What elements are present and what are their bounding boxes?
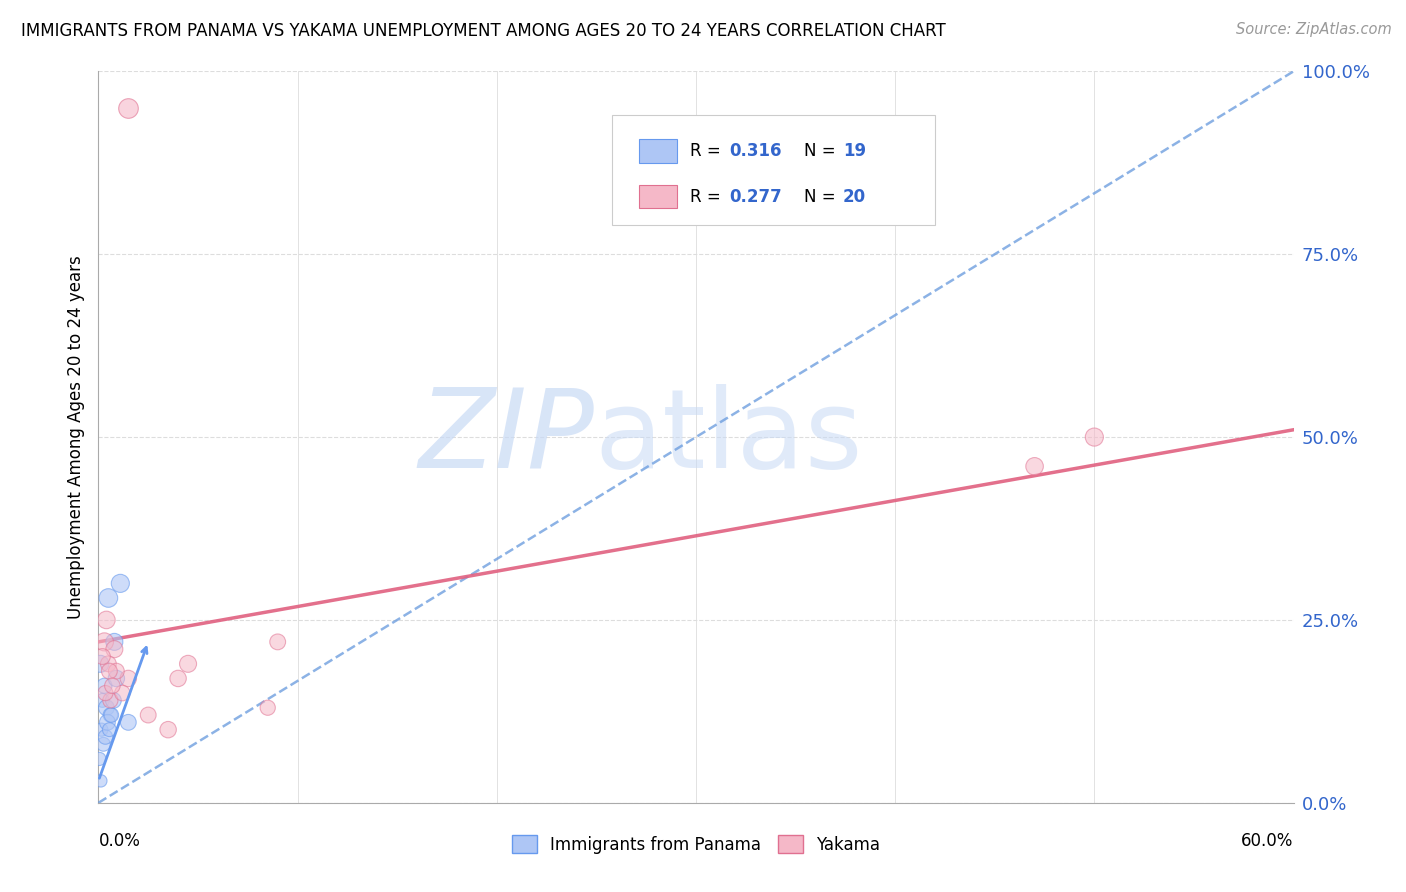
Point bbox=[256, 700, 278, 714]
Bar bbox=[638, 185, 676, 209]
Point bbox=[89, 752, 111, 766]
Point bbox=[91, 649, 114, 664]
Point bbox=[93, 679, 115, 693]
Point bbox=[91, 693, 114, 707]
Text: 0.277: 0.277 bbox=[730, 187, 782, 206]
Point bbox=[1024, 459, 1046, 474]
Text: 0.316: 0.316 bbox=[730, 142, 782, 160]
Point bbox=[110, 576, 132, 591]
Text: 19: 19 bbox=[844, 142, 866, 160]
Point bbox=[103, 693, 125, 707]
Point bbox=[117, 101, 139, 115]
Point bbox=[98, 723, 121, 737]
Text: ZIP: ZIP bbox=[419, 384, 595, 491]
Text: R =: R = bbox=[690, 142, 725, 160]
Point bbox=[96, 715, 118, 730]
Point bbox=[98, 664, 121, 678]
Point bbox=[101, 679, 124, 693]
Text: Source: ZipAtlas.com: Source: ZipAtlas.com bbox=[1236, 22, 1392, 37]
Bar bbox=[638, 139, 676, 163]
Point bbox=[167, 672, 190, 686]
Text: R =: R = bbox=[690, 187, 725, 206]
Point bbox=[103, 642, 125, 657]
Text: N =: N = bbox=[804, 187, 841, 206]
Point bbox=[89, 657, 111, 671]
Point bbox=[97, 591, 120, 605]
Point bbox=[93, 737, 115, 751]
Point bbox=[177, 657, 200, 671]
Point bbox=[267, 635, 290, 649]
Point bbox=[103, 635, 125, 649]
Point bbox=[90, 773, 112, 788]
Point bbox=[157, 723, 180, 737]
Point bbox=[90, 723, 112, 737]
Point bbox=[105, 672, 128, 686]
Point bbox=[136, 708, 159, 723]
Point bbox=[100, 708, 122, 723]
Text: atlas: atlas bbox=[595, 384, 863, 491]
Y-axis label: Unemployment Among Ages 20 to 24 years: Unemployment Among Ages 20 to 24 years bbox=[66, 255, 84, 619]
Point bbox=[96, 700, 118, 714]
Point bbox=[98, 693, 122, 707]
Text: IMMIGRANTS FROM PANAMA VS YAKAMA UNEMPLOYMENT AMONG AGES 20 TO 24 YEARS CORRELAT: IMMIGRANTS FROM PANAMA VS YAKAMA UNEMPLO… bbox=[21, 22, 946, 40]
Point bbox=[1083, 430, 1105, 444]
Point bbox=[94, 730, 117, 744]
Point bbox=[94, 686, 117, 700]
Point bbox=[98, 708, 122, 723]
Point bbox=[117, 715, 139, 730]
Legend: Immigrants from Panama, Yakama: Immigrants from Panama, Yakama bbox=[505, 829, 887, 860]
Text: N =: N = bbox=[804, 142, 841, 160]
Text: 20: 20 bbox=[844, 187, 866, 206]
Text: 0.0%: 0.0% bbox=[98, 832, 141, 850]
Point bbox=[96, 613, 118, 627]
Point bbox=[97, 657, 120, 671]
Text: 60.0%: 60.0% bbox=[1241, 832, 1294, 850]
Point bbox=[105, 664, 128, 678]
Point bbox=[111, 686, 134, 700]
Point bbox=[93, 635, 115, 649]
Point bbox=[117, 672, 139, 686]
FancyBboxPatch shape bbox=[613, 115, 935, 225]
